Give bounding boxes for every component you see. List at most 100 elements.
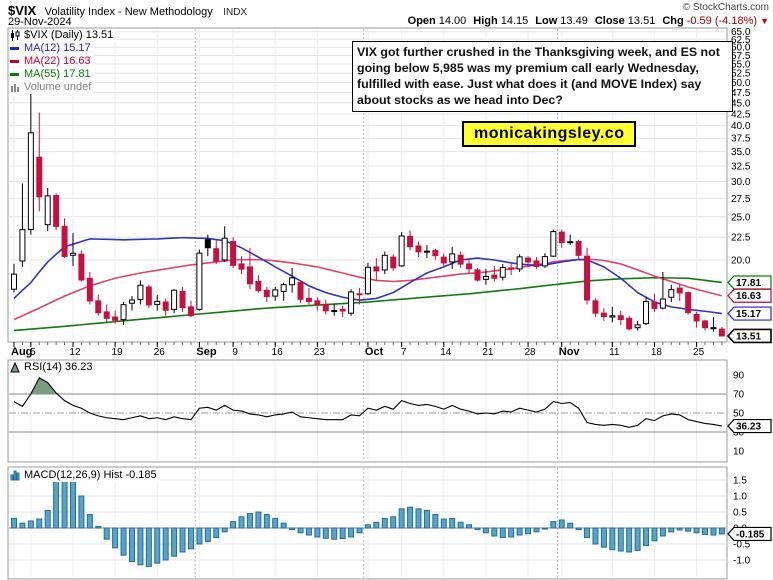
macd-y-axis-label: 1.5 bbox=[733, 476, 747, 487]
candle-body bbox=[53, 195, 60, 227]
macd-bar bbox=[364, 524, 371, 529]
legend-price-label: $VIX (Daily) 13.51 bbox=[24, 29, 114, 41]
main-y-axis-label: 40.0 bbox=[731, 121, 751, 132]
macd-y-axis-label: -1.0 bbox=[733, 556, 751, 567]
macd-histogram-icon bbox=[10, 470, 22, 481]
candle-body bbox=[474, 269, 481, 281]
macd-bar bbox=[407, 506, 414, 529]
main-y-axis-label: 42.5 bbox=[731, 109, 751, 120]
macd-bar bbox=[474, 527, 481, 531]
x-axis-day-label: 9 bbox=[232, 347, 238, 358]
macd-bar bbox=[36, 518, 43, 529]
macd-y-axis-label: -0.5 bbox=[733, 540, 751, 551]
candle-body bbox=[381, 254, 388, 271]
candle-body bbox=[482, 275, 489, 280]
main-y-axis-label: 27.5 bbox=[731, 194, 751, 205]
macd-bar bbox=[204, 527, 211, 542]
candle-body bbox=[567, 241, 574, 244]
macd-bar bbox=[112, 527, 119, 549]
x-axis-day-label: 14 bbox=[440, 347, 452, 358]
macd-bar bbox=[659, 527, 666, 537]
macd-bar bbox=[339, 527, 346, 540]
chart-title-row: $VIX Volatility Index - New Methodology … bbox=[8, 2, 247, 20]
macd-bar bbox=[432, 514, 439, 529]
macd-bar bbox=[550, 521, 557, 529]
macd-bar bbox=[187, 527, 194, 550]
macd-bar bbox=[567, 522, 574, 529]
legend-ma22-label: MA(22) 16.63 bbox=[24, 55, 91, 67]
macd-bar bbox=[171, 527, 178, 557]
macd-bar bbox=[322, 527, 329, 539]
high-label: High bbox=[473, 15, 498, 27]
x-axis-month-label: Nov bbox=[559, 346, 581, 358]
macd-value-tag bbox=[727, 526, 772, 542]
chart-date: 29-Nov-2024 bbox=[8, 16, 72, 28]
macd-bar bbox=[373, 521, 380, 529]
candle-body bbox=[95, 300, 102, 314]
candle-body bbox=[592, 300, 599, 314]
legend-ma55-label: MA(55) 17.81 bbox=[24, 68, 91, 80]
main-y-axis-label: 37.5 bbox=[731, 134, 751, 145]
candle-body bbox=[171, 289, 178, 310]
candle-body bbox=[533, 260, 540, 267]
x-axis-day-label: 26 bbox=[154, 347, 166, 358]
candle-body bbox=[128, 299, 135, 304]
legend-ma12-label: MA(12) 15.17 bbox=[24, 42, 91, 54]
macd-bar bbox=[592, 527, 599, 545]
candle-body bbox=[407, 235, 414, 248]
macd-bar bbox=[348, 527, 355, 538]
legend-row-ma12: MA(12) 15.17 bbox=[10, 42, 94, 55]
exchange-label: INDX bbox=[223, 7, 248, 18]
macd-legend: MACD(12,26,9) Hist -0.185 bbox=[10, 469, 160, 482]
candle-body bbox=[508, 267, 515, 270]
ma12-line bbox=[13, 236, 722, 315]
rsi-area-icon bbox=[10, 362, 22, 373]
legend-row-price: $VIX (Daily) 13.51 bbox=[10, 29, 117, 42]
x-axis-day-label: 7 bbox=[401, 347, 407, 358]
main-y-axis-label: 35.0 bbox=[731, 147, 751, 158]
macd-bar bbox=[331, 527, 338, 540]
candle-body bbox=[322, 303, 329, 312]
macd-bar bbox=[440, 518, 447, 529]
candle-body bbox=[676, 287, 683, 294]
rsi-y-axis-label: 70 bbox=[733, 390, 745, 401]
main-y-axis-label: 52.5 bbox=[731, 69, 751, 80]
macd-bar bbox=[466, 524, 473, 529]
x-axis-day-label: 11 bbox=[609, 347, 620, 358]
candle-body bbox=[668, 289, 675, 298]
macd-bar bbox=[423, 509, 430, 529]
macd-bar bbox=[702, 527, 709, 535]
candle-body bbox=[600, 312, 607, 317]
candle-body bbox=[634, 324, 641, 329]
macd-bar bbox=[86, 514, 93, 529]
candle-body bbox=[525, 257, 532, 263]
macd-bar bbox=[255, 511, 262, 529]
candle-body bbox=[213, 248, 220, 262]
volume-icon bbox=[10, 82, 22, 93]
candle-body bbox=[204, 239, 211, 249]
main-y-axis-label: 57.5 bbox=[731, 51, 751, 62]
candle-body bbox=[61, 225, 68, 257]
candle-body bbox=[626, 317, 633, 330]
macd-bar bbox=[128, 527, 135, 563]
quote-bar: Open 14.00 High 14.15 Low 13.49 Close 13.51 Chg -… bbox=[408, 15, 769, 27]
candle-body bbox=[238, 263, 245, 270]
macd-bar bbox=[11, 517, 17, 529]
close-label: Close bbox=[594, 15, 625, 27]
macd-bar bbox=[676, 527, 683, 531]
x-axis-day-label: 19 bbox=[112, 347, 124, 358]
macd-bar bbox=[685, 527, 692, 532]
macd-bar bbox=[558, 519, 565, 529]
macd-bar bbox=[600, 527, 607, 548]
macd-bar bbox=[617, 527, 624, 552]
chg-down-triangle-icon: ▼ bbox=[760, 16, 769, 26]
macd-bar bbox=[491, 527, 498, 537]
macd-bar bbox=[263, 514, 270, 529]
candle-body bbox=[491, 274, 498, 279]
macd-bar bbox=[78, 495, 85, 529]
candle-body bbox=[145, 286, 152, 306]
candle-body bbox=[339, 308, 346, 312]
main-y-axis-label: 47.5 bbox=[731, 88, 751, 99]
candle-body bbox=[86, 277, 93, 302]
